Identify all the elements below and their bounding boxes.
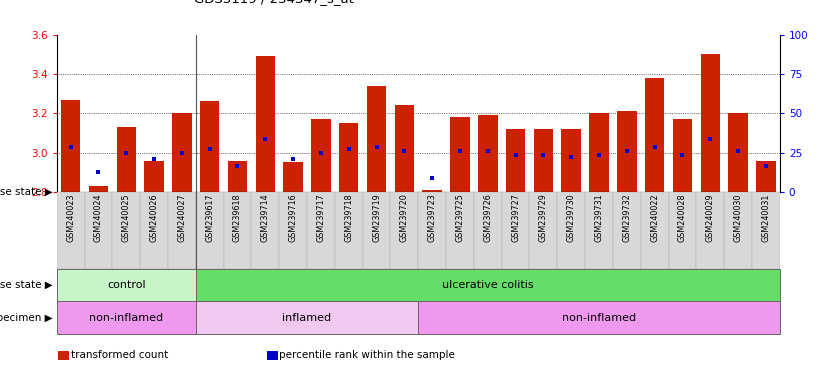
Text: percentile rank within the sample: percentile rank within the sample: [279, 350, 455, 360]
Bar: [311, 119, 330, 192]
Bar: [502, 192, 530, 269]
Bar: [673, 119, 692, 192]
Text: GSM240030: GSM240030: [734, 194, 742, 242]
Text: GSM240031: GSM240031: [761, 194, 771, 242]
Text: GSM240023: GSM240023: [66, 194, 75, 242]
Bar: [474, 192, 502, 269]
Bar: [140, 192, 168, 269]
Bar: [613, 192, 641, 269]
Bar: [279, 192, 307, 269]
Bar: [419, 192, 446, 269]
Bar: [394, 106, 414, 192]
Bar: [728, 113, 748, 192]
Bar: [61, 99, 80, 192]
Text: GSM239617: GSM239617: [205, 194, 214, 242]
Text: GSM240022: GSM240022: [651, 194, 659, 242]
Bar: [196, 192, 224, 269]
Bar: [506, 129, 525, 192]
Bar: [478, 115, 498, 192]
Text: GSM239716: GSM239716: [289, 194, 298, 242]
Text: disease state ▶: disease state ▶: [0, 280, 53, 290]
Bar: [117, 127, 136, 192]
Bar: [307, 192, 334, 269]
Bar: [172, 113, 192, 192]
Bar: [557, 192, 585, 269]
Bar: [724, 192, 752, 269]
Text: GSM239729: GSM239729: [539, 194, 548, 242]
Text: GSM239731: GSM239731: [595, 194, 604, 242]
Text: GDS3119 / 234347_s_at: GDS3119 / 234347_s_at: [193, 0, 354, 5]
Bar: [390, 192, 419, 269]
Bar: [423, 190, 442, 192]
Bar: [255, 56, 275, 192]
Text: GSM239727: GSM239727: [511, 194, 520, 242]
Text: GSM239732: GSM239732: [622, 194, 631, 242]
Bar: [756, 161, 776, 192]
Bar: [334, 192, 363, 269]
Text: GSM240028: GSM240028: [678, 194, 687, 242]
Bar: [530, 192, 557, 269]
Bar: [669, 192, 696, 269]
Text: control: control: [107, 280, 146, 290]
Text: GSM239720: GSM239720: [399, 194, 409, 242]
Text: GSM239723: GSM239723: [428, 194, 437, 242]
Bar: [450, 117, 470, 192]
Bar: [561, 129, 581, 192]
Text: GSM240025: GSM240025: [122, 194, 131, 242]
Bar: [645, 78, 665, 192]
Text: GSM240027: GSM240027: [178, 194, 186, 242]
Bar: [84, 192, 113, 269]
Bar: [446, 192, 474, 269]
Bar: [57, 192, 84, 269]
Bar: [590, 113, 609, 192]
Text: GSM240026: GSM240026: [149, 194, 158, 242]
Bar: [641, 192, 669, 269]
Text: GSM239719: GSM239719: [372, 194, 381, 242]
Text: disease state ▶: disease state ▶: [0, 187, 53, 197]
Text: GSM239730: GSM239730: [567, 194, 575, 242]
Bar: [144, 161, 163, 192]
Bar: [228, 161, 247, 192]
Text: GSM239714: GSM239714: [261, 194, 269, 242]
Bar: [113, 192, 140, 269]
Bar: [284, 162, 303, 192]
Bar: [701, 54, 720, 192]
Text: GSM240029: GSM240029: [706, 194, 715, 242]
Bar: [251, 192, 279, 269]
Bar: [363, 192, 390, 269]
Text: inflamed: inflamed: [283, 313, 332, 323]
Text: non-inflamed: non-inflamed: [89, 313, 163, 323]
Text: GSM239726: GSM239726: [483, 194, 492, 242]
Text: GSM239717: GSM239717: [316, 194, 325, 242]
Text: non-inflamed: non-inflamed: [562, 313, 636, 323]
Text: GSM239718: GSM239718: [344, 194, 354, 242]
Bar: [339, 123, 359, 192]
Text: transformed count: transformed count: [71, 350, 168, 360]
Bar: [534, 129, 553, 192]
Text: specimen ▶: specimen ▶: [0, 313, 53, 323]
Bar: [752, 192, 780, 269]
Bar: [88, 186, 108, 192]
Text: GSM239725: GSM239725: [455, 194, 465, 242]
Text: GSM240024: GSM240024: [94, 194, 103, 242]
Bar: [168, 192, 196, 269]
Text: GSM239618: GSM239618: [233, 194, 242, 242]
Text: ulcerative colitis: ulcerative colitis: [442, 280, 534, 290]
Bar: [367, 86, 386, 192]
Bar: [585, 192, 613, 269]
Bar: [224, 192, 251, 269]
Bar: [200, 101, 219, 192]
Bar: [696, 192, 724, 269]
Bar: [617, 111, 636, 192]
